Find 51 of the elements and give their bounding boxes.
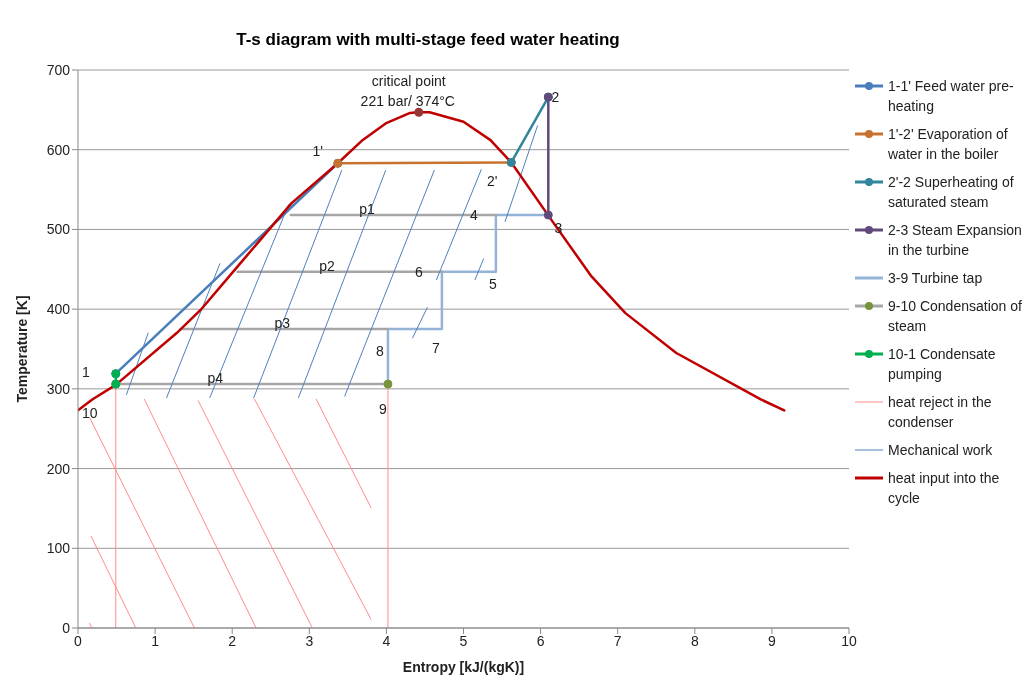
annotation: 1' <box>312 143 324 160</box>
y-tick-label: 100 <box>46 540 71 557</box>
annotation: p1 <box>359 201 376 218</box>
x-tick-label: 9 <box>768 632 776 649</box>
annotation: 1 <box>81 363 90 380</box>
x-tick-label: 6 <box>536 632 545 649</box>
y-tick-label: 400 <box>46 301 71 318</box>
legend-label: 1-1' Feed water pre-heating <box>888 77 1015 116</box>
legend-label: 3-9 Turbine tap <box>888 269 983 288</box>
annotation: 6 <box>415 263 424 280</box>
legend-label: heat input into the cycle <box>888 469 1001 508</box>
point <box>543 210 553 220</box>
annotation: 221 bar/ 374°C <box>360 93 455 110</box>
x-tick-label: 3 <box>305 632 314 649</box>
x-axis-title: Entropy [kJ/(kgK)] <box>402 659 525 675</box>
annotation: p3 <box>274 315 291 332</box>
annotation: 10 <box>81 405 98 422</box>
x-tick-label: 1 <box>151 632 160 649</box>
legend-label: 10-1 Condensate pumping <box>888 345 997 384</box>
x-tick-label: 2 <box>228 632 237 649</box>
annotation: 2' <box>487 173 498 190</box>
annotation: 2 <box>551 89 560 106</box>
legend-label: 9-10 Condensation of steam <box>888 297 1023 336</box>
annotation: 7 <box>432 340 441 357</box>
x-tick-label: 10 <box>841 632 857 649</box>
y-tick-label: 700 <box>46 61 71 78</box>
legend-label: 2-3 Steam Expansion in the turbine <box>888 221 1023 260</box>
x-tick-label: 5 <box>459 632 468 649</box>
y-tick-label: 600 <box>46 141 71 158</box>
legend-label: 1'-2' Evaporation of water in the boiler <box>888 125 1009 164</box>
x-tick-label: 8 <box>690 632 699 649</box>
y-axis-title: Temperature [K] <box>13 295 30 403</box>
legend-label: Mechanical work <box>888 441 993 460</box>
annotation: critical point <box>371 73 446 90</box>
point <box>414 107 424 117</box>
annotation: 8 <box>376 343 385 360</box>
legend-label: 2'-2 Superheating of saturated steam <box>888 173 1015 212</box>
y-tick-label: 0 <box>62 619 71 636</box>
annotation: p2 <box>319 257 336 274</box>
y-tick-label: 300 <box>46 380 71 397</box>
annotation: 9 <box>379 401 388 418</box>
y-tick-label: 200 <box>46 460 71 477</box>
annotation: 4 <box>469 207 478 224</box>
x-tick-label: 4 <box>382 632 391 649</box>
y-tick-label: 500 <box>46 221 71 238</box>
legend-label: heat reject in the condenser <box>888 393 993 432</box>
annotation: p4 <box>207 370 224 387</box>
x-tick-label: 7 <box>613 632 622 649</box>
chart-title: T-s diagram with multi-stage feed water heating <box>235 30 621 50</box>
x-tick-label: 0 <box>74 632 83 649</box>
annotation: 5 <box>488 275 497 292</box>
